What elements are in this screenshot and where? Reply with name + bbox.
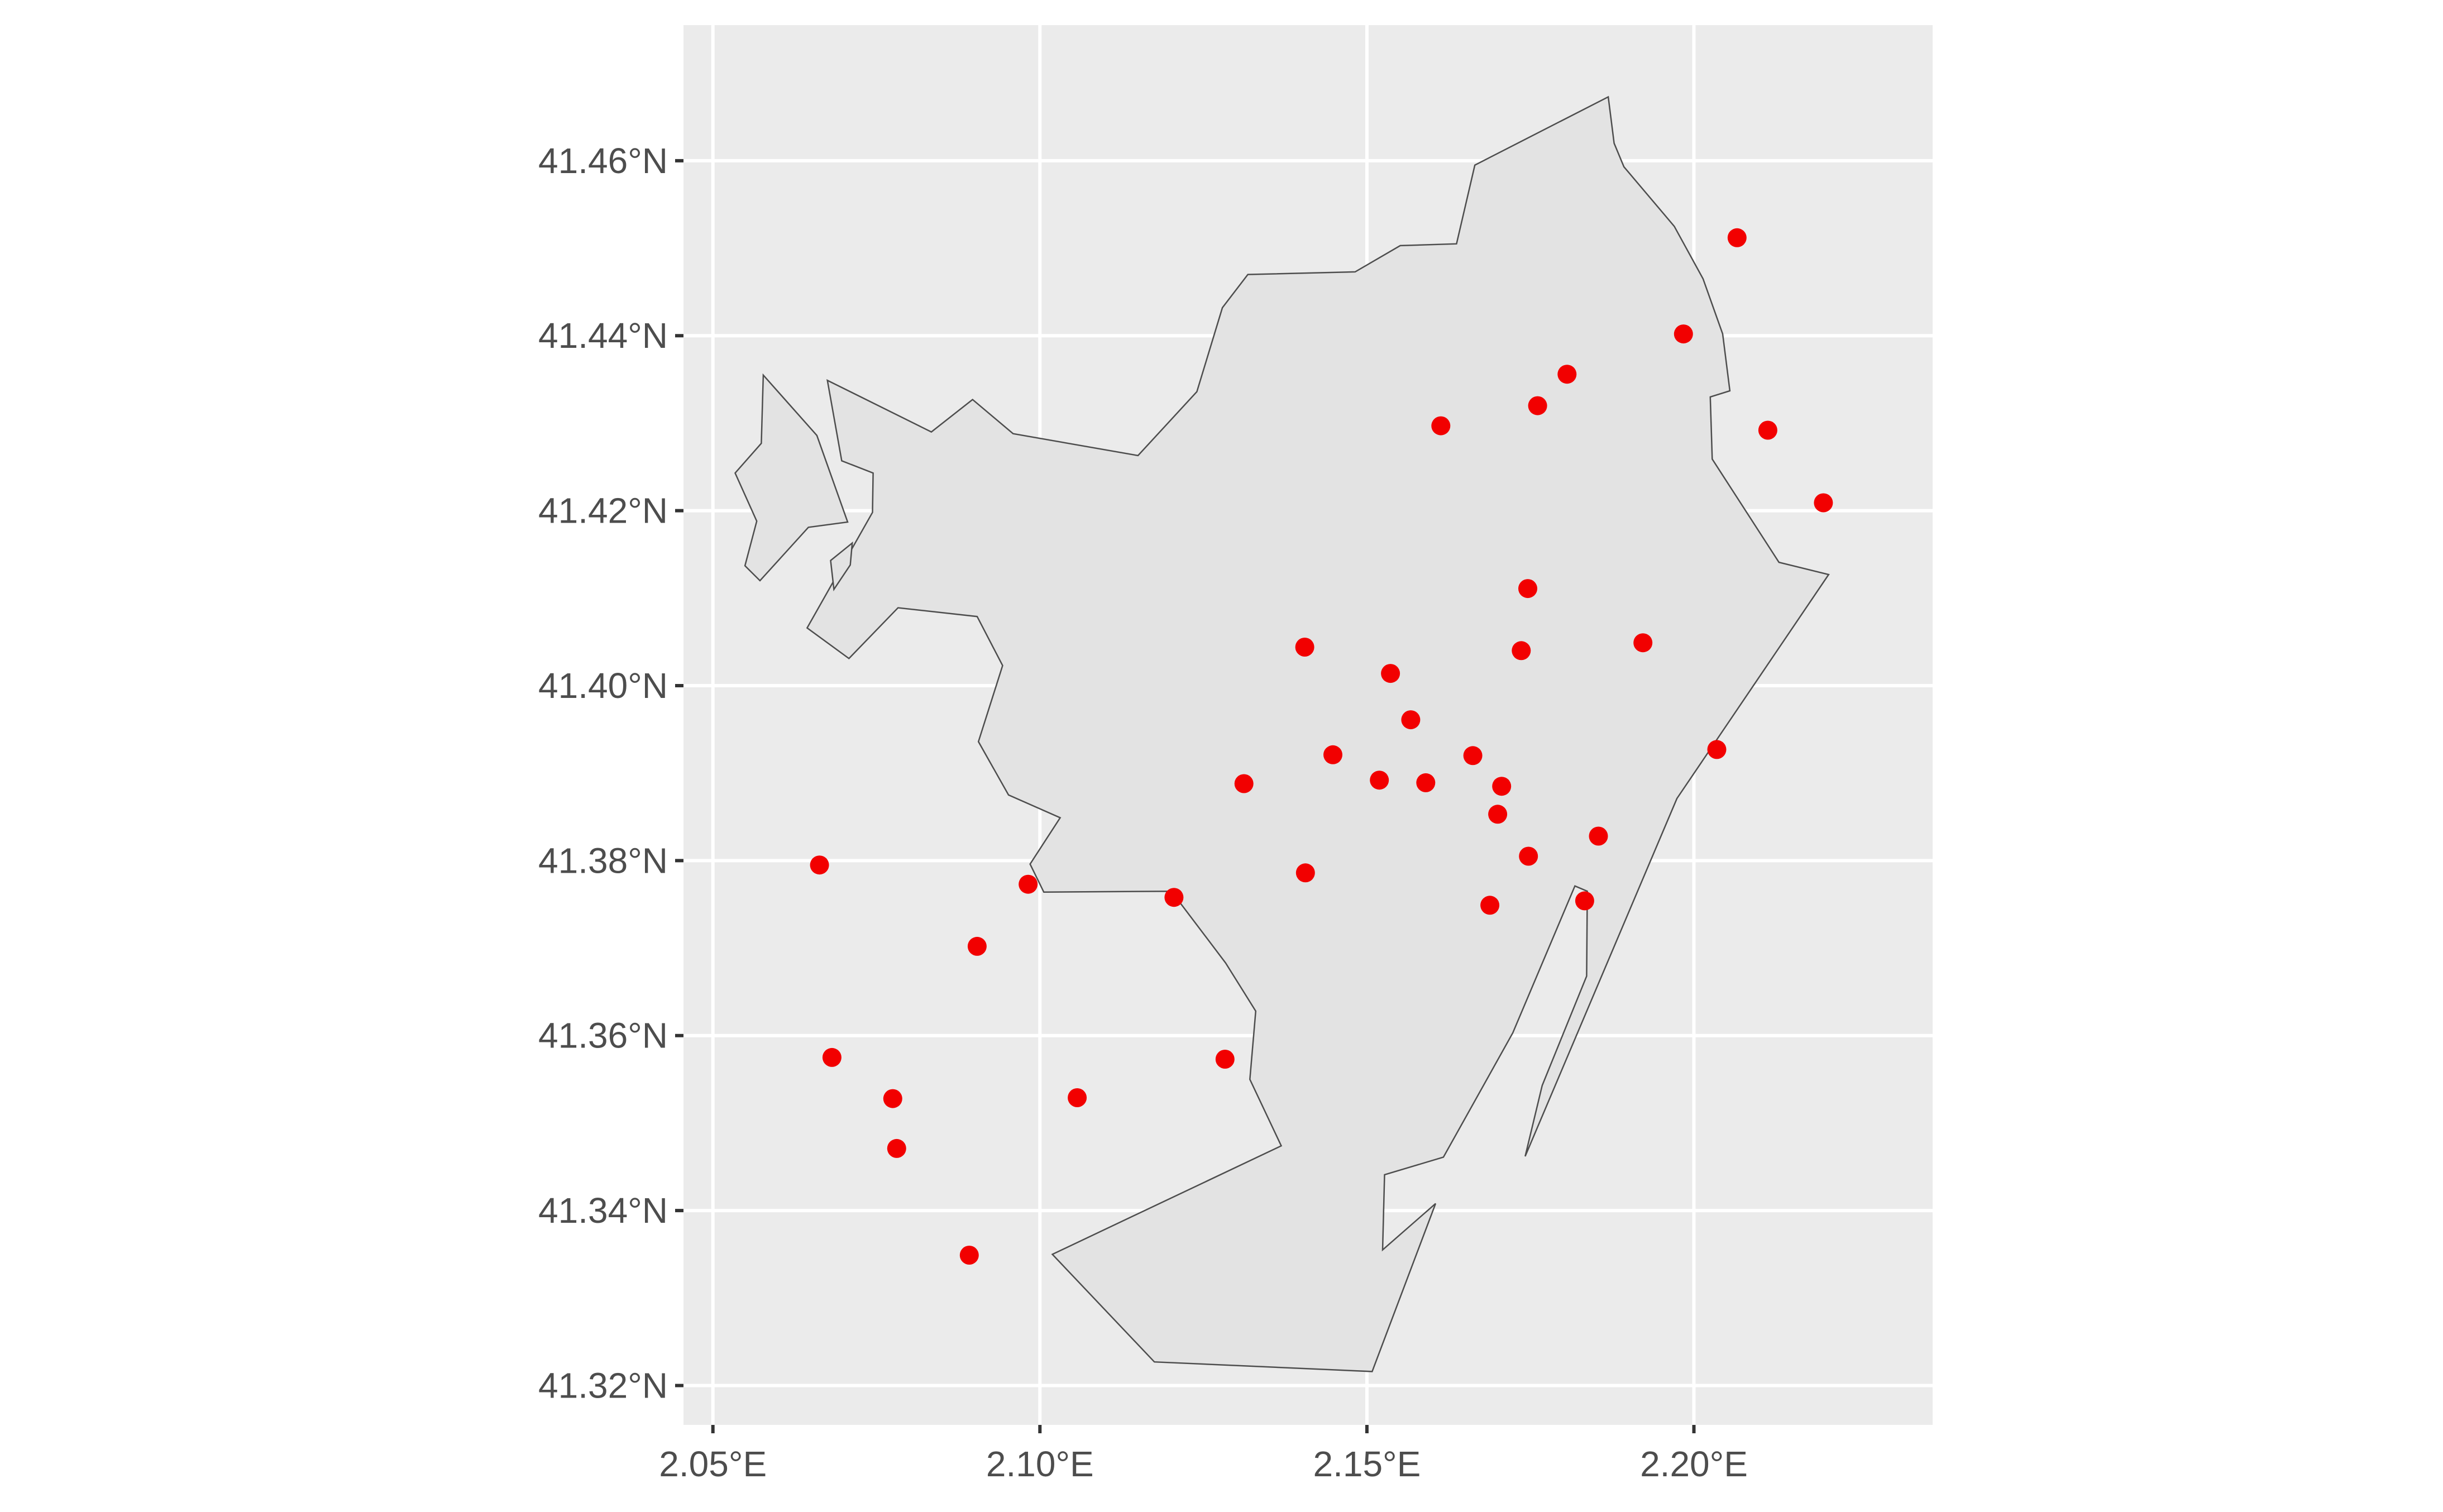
data-point-15 xyxy=(1707,740,1727,759)
y-tick-label: 41.36°N xyxy=(538,1016,668,1056)
y-tick-label: 41.42°N xyxy=(538,491,668,531)
data-point-2 xyxy=(1557,365,1577,384)
data-point-10 xyxy=(1633,633,1653,653)
boundary-island-polygon xyxy=(734,373,849,582)
data-point-31 xyxy=(1215,1050,1235,1069)
data-point-23 xyxy=(1295,863,1315,883)
data-point-7 xyxy=(1518,579,1537,599)
x-tick-label: 2.15°E xyxy=(1313,1444,1421,1484)
data-point-11 xyxy=(1381,664,1400,683)
boundary-islet-polygon xyxy=(830,541,853,592)
data-point-28 xyxy=(1575,891,1594,911)
boundary-main-polygon xyxy=(806,95,1830,1372)
data-point-9 xyxy=(1512,641,1531,661)
data-point-30 xyxy=(822,1047,842,1067)
data-point-29 xyxy=(967,936,987,956)
data-point-19 xyxy=(1234,774,1254,793)
data-point-5 xyxy=(1758,420,1777,440)
y-tick-label: 41.46°N xyxy=(538,141,668,181)
data-point-13 xyxy=(1323,745,1342,764)
boundary-polygons xyxy=(734,95,1830,1372)
x-tick-label: 2.05°E xyxy=(659,1444,767,1484)
data-point-35 xyxy=(959,1246,979,1265)
data-point-18 xyxy=(1492,777,1512,796)
data-points xyxy=(810,228,1833,1265)
data-point-14 xyxy=(1463,746,1483,765)
data-point-20 xyxy=(1488,805,1508,824)
data-point-1 xyxy=(1674,324,1693,344)
y-tick-label: 41.34°N xyxy=(538,1190,668,1231)
data-point-17 xyxy=(1416,773,1436,792)
y-tick-label: 41.38°N xyxy=(538,840,668,881)
data-point-0 xyxy=(1727,228,1747,247)
data-point-4 xyxy=(1431,416,1451,436)
data-point-26 xyxy=(1164,888,1184,907)
x-tick-label: 2.20°E xyxy=(1640,1444,1748,1484)
data-point-33 xyxy=(883,1089,902,1108)
data-point-27 xyxy=(1480,896,1500,915)
data-point-34 xyxy=(887,1138,906,1158)
y-tick-label: 41.32°N xyxy=(538,1365,668,1405)
data-point-21 xyxy=(1589,826,1608,846)
data-point-16 xyxy=(1370,771,1389,790)
x-tick-label: 2.10°E xyxy=(986,1444,1094,1484)
data-point-8 xyxy=(1295,638,1314,657)
data-point-24 xyxy=(810,855,829,875)
y-tick-label: 41.40°N xyxy=(538,666,668,706)
data-point-3 xyxy=(1528,396,1547,415)
axes: 2.05°E 2.10°E 2.15°E 2.20°E 41.32°N 41.34°N 41… xyxy=(538,141,1748,1484)
data-point-12 xyxy=(1401,710,1421,730)
data-point-22 xyxy=(1519,846,1538,866)
data-point-32 xyxy=(1068,1088,1087,1107)
data-point-25 xyxy=(1019,874,1038,894)
data-point-6 xyxy=(1814,493,1833,513)
y-tick-label: 41.44°N xyxy=(538,315,668,356)
